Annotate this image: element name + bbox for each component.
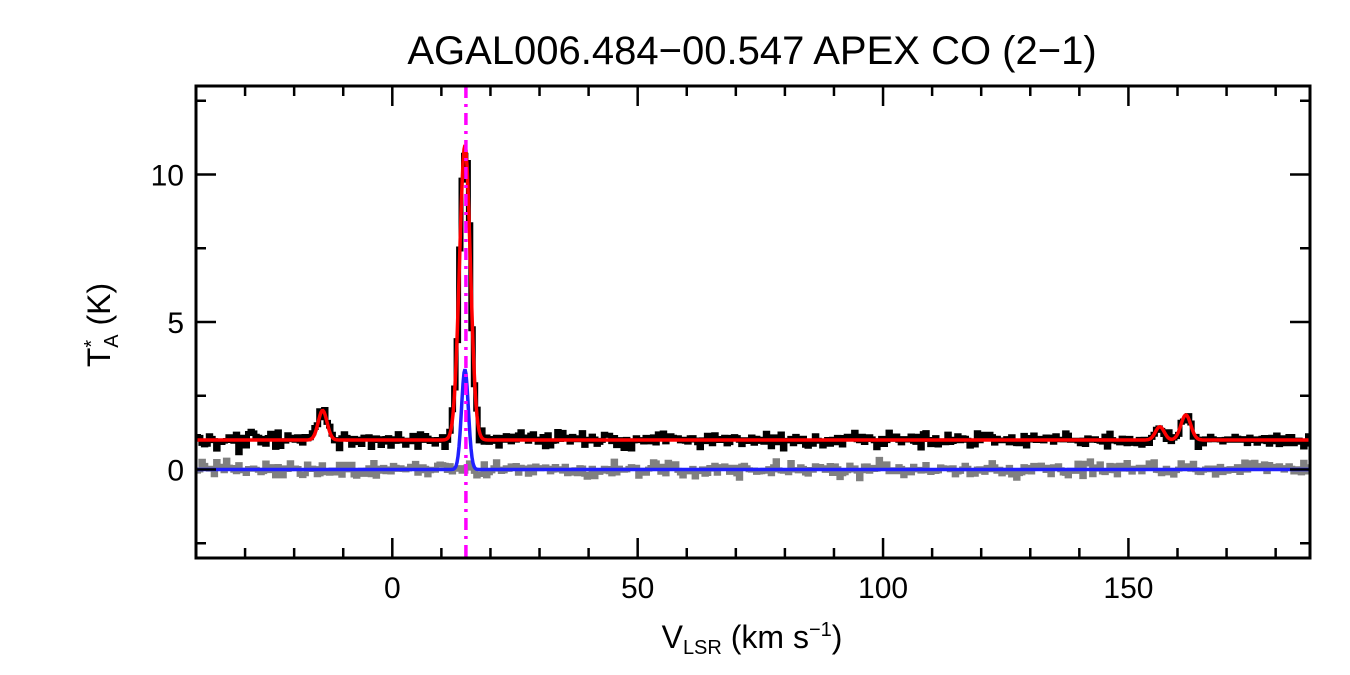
y-tick-label: 10	[151, 160, 184, 193]
chart-title: AGAL006.484−00.547 APEX CO (2−1)	[407, 29, 1096, 73]
y-tick-label: 5	[167, 307, 184, 340]
x-label-subscript: LSR	[683, 637, 722, 659]
x-label-unit: (km s	[722, 619, 809, 655]
plot-area	[196, 86, 1310, 558]
x-tick-label: 150	[1103, 572, 1153, 605]
component-fit-line	[196, 368, 1310, 472]
axes: 0 50 100 150 0 5 10	[151, 84, 1312, 605]
x-tick-label: 50	[621, 572, 654, 605]
y-tick-label: 0	[167, 455, 184, 488]
plot-frame	[194, 84, 1312, 560]
x-tick-label: 100	[858, 572, 908, 605]
x-tick-label: 0	[384, 572, 401, 605]
x-label-end: )	[832, 619, 843, 655]
y-label-subscript: A	[101, 334, 123, 348]
x-label-main: V	[662, 619, 684, 655]
series-group	[196, 86, 1310, 558]
y-label-unit: (K)	[81, 283, 117, 335]
total-fit-line	[196, 144, 1310, 442]
x-axis-label: VLSR (km s−1)	[662, 619, 843, 659]
y-label-main: T	[81, 348, 117, 368]
x-label-superscript: −1	[809, 619, 832, 641]
y-label-superscript: *	[81, 340, 103, 348]
y-axis-label: T*A (K)	[81, 283, 123, 367]
observed-spectrum	[196, 152, 1310, 456]
